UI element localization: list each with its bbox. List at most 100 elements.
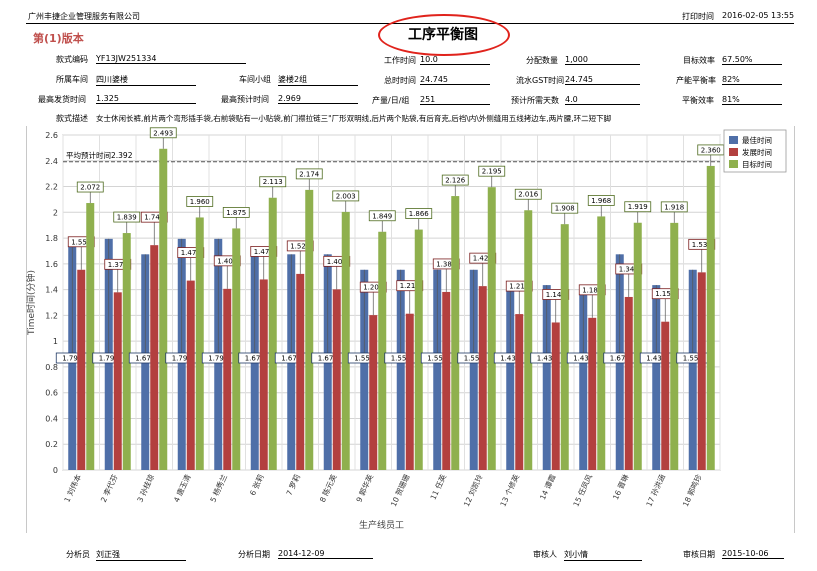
bar-target [706, 165, 715, 470]
right-border [794, 126, 795, 533]
data-label: 1.151 [655, 290, 675, 298]
team-label: 车间小组 [239, 75, 271, 84]
data-label-box [478, 165, 506, 177]
data-label: 1.839 [117, 214, 137, 222]
data-label-box [113, 211, 141, 223]
bar-target [195, 217, 204, 470]
bar-target [524, 210, 533, 470]
bar-target [451, 196, 460, 471]
bar-target [86, 203, 95, 470]
bar-best [469, 269, 478, 470]
data-label: 2.003 [336, 192, 356, 200]
bar-target [670, 222, 679, 470]
data-label: 2.360 [701, 146, 721, 154]
data-label-box [624, 201, 652, 213]
legend-label: 发展时间 [742, 147, 772, 157]
y-tick-label: 0.4 [45, 414, 58, 423]
data-label: 1.674 [135, 355, 156, 363]
x-tick-label: 4 唐玉清 [171, 472, 193, 504]
balance-rate: 82% [722, 75, 782, 85]
left-border [26, 126, 27, 533]
bar-develop [369, 315, 378, 470]
data-label-box [259, 176, 287, 188]
data-label: 1.402 [327, 258, 347, 266]
bar-best [433, 269, 442, 470]
bar-develop [296, 273, 305, 470]
data-label-box [405, 208, 433, 219]
data-label-box [76, 181, 104, 193]
data-label: 1.435 [646, 355, 666, 363]
data-label: 1.849 [372, 212, 392, 220]
data-label-box [186, 196, 214, 207]
data-label-box [222, 207, 250, 218]
total-time-label: 总时时间 [384, 76, 416, 85]
data-label: 1.554 [427, 355, 448, 363]
allocated-qty: 1,000 [565, 55, 640, 65]
data-label: 1.181 [582, 286, 602, 294]
style-description: 女士休闲长裤,前片两个弯形插手袋,右前袋贴有一小贴袋,前门襟拉链三"厂形双明线,… [96, 114, 612, 123]
data-label: 1.213 [400, 282, 420, 290]
data-label: 1.202 [363, 284, 383, 292]
legend-label: 最佳时间 [742, 135, 772, 145]
y-tick-label: 1 [53, 337, 58, 346]
data-label: 1.918 [664, 203, 684, 211]
data-label: 1.554 [71, 238, 92, 246]
x-tick-label: 3 孙桂琼 [134, 472, 156, 504]
bar-develop [332, 289, 341, 470]
data-label: 1.968 [591, 197, 611, 205]
bar-develop [588, 317, 597, 470]
data-label-box [149, 127, 177, 139]
company-name: 广州丰捷企业管理服务有限公司 [28, 12, 140, 21]
workshop-label: 所属车间 [56, 75, 88, 84]
y-tick-label: 0 [53, 466, 58, 475]
data-label: 1.435 [500, 355, 520, 363]
max-est: 2.969 [278, 94, 358, 104]
data-label: 1.674 [245, 355, 266, 363]
bar-develop [442, 291, 451, 470]
data-label: 1.875 [226, 209, 246, 217]
bar-develop [259, 279, 268, 470]
legend-swatch [729, 136, 738, 144]
balance-eff: 81% [722, 95, 782, 105]
review-date: 2015-10-06 [722, 549, 784, 559]
style-code: YF13JW251334 [96, 54, 246, 64]
page-title: 工序平衡图 [408, 27, 478, 43]
x-tick-label: 7 罗莉 [284, 472, 303, 497]
data-label: 1.554 [683, 355, 704, 363]
print-time-label: 打印时间 [682, 12, 714, 21]
legend-label: 目标时间 [742, 159, 772, 169]
data-label-box [587, 195, 615, 206]
data-label-box [295, 168, 323, 180]
reviewer: 刘小情 [564, 549, 642, 561]
reference-line-label: 平均预计时间2.392 [66, 150, 133, 160]
data-label: 1.674 [281, 355, 302, 363]
est-days-label: 预计所需天数 [511, 96, 559, 105]
review-date-label: 审核日期 [683, 550, 715, 559]
data-label: 1.745 [144, 214, 164, 222]
data-label: 2.016 [518, 191, 539, 199]
max-est-label: 最高预计时间 [221, 95, 269, 104]
bar-target [560, 224, 569, 470]
y-tick-label: 2.4 [45, 157, 58, 166]
data-label: 1.382 [436, 260, 456, 268]
bar-develop [478, 286, 487, 470]
x-tick-label: 6 张莉 [247, 472, 266, 497]
data-label: 1.674 [318, 355, 339, 363]
bar-best [579, 285, 588, 470]
max-delivery-label: 最高发货时间 [38, 95, 86, 104]
bar-best [688, 269, 697, 470]
data-label: 1.674 [610, 355, 631, 363]
y-tick-label: 2.6 [45, 131, 58, 140]
x-tick-label: 17 孙洪涵 [643, 473, 667, 508]
analyst: 刘正强 [96, 549, 186, 561]
bar-develop [624, 296, 633, 470]
x-tick-label: 13 个修英 [497, 472, 521, 508]
bar-develop [515, 314, 524, 470]
data-label: 1.210 [509, 283, 529, 291]
work-time-label: 工作时间 [384, 56, 416, 65]
data-label-box [332, 190, 360, 202]
data-label: 1.794 [99, 355, 120, 363]
version-label: 第(1)版本 [33, 32, 84, 45]
pipeline-gst-label: 流水GST时间 [516, 76, 565, 85]
